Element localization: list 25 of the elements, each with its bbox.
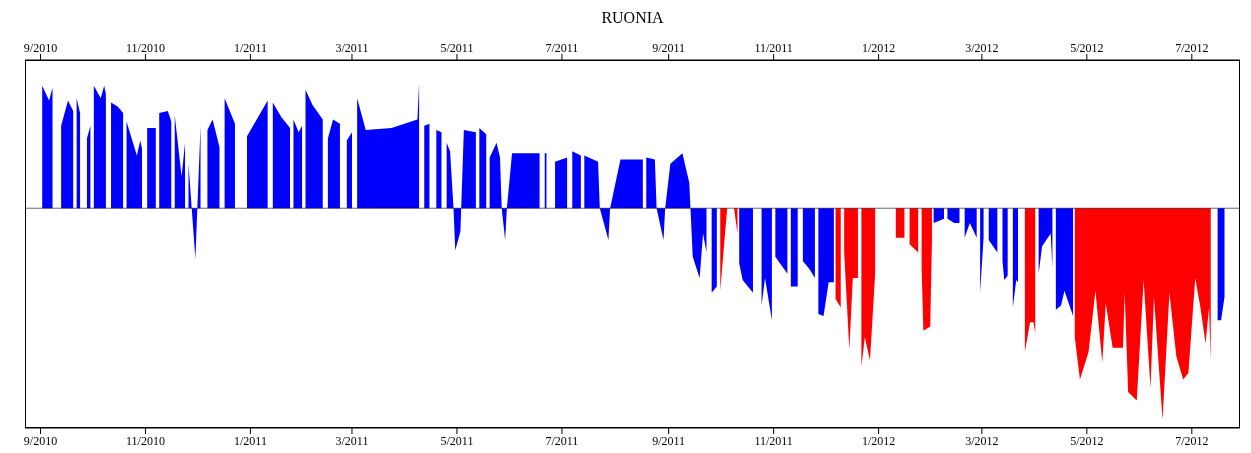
chart-title: RUONIA — [600, 8, 665, 28]
x-tick-label: 9/2010 — [23, 433, 58, 448]
x2-tick-label: 1/2012 — [861, 41, 896, 55]
x-tick-label: 7/2011 — [545, 433, 579, 448]
x-tick-label: 11/2011 — [754, 433, 793, 448]
x2-tick-label: 9/2011 — [652, 41, 686, 55]
x2-tick-label: 5/2012 — [1070, 41, 1104, 55]
x2-tick-label: 3/2011 — [335, 41, 369, 55]
x-tick-label: 9/2011 — [652, 433, 686, 448]
x-tick-label: 3/2012 — [965, 433, 999, 448]
x2-tick-label: 9/2010 — [23, 41, 58, 55]
x2-tick-label: 1/2011 — [234, 41, 267, 55]
x-tick-label: 1/2012 — [861, 433, 896, 448]
x-tick-label: 5/2012 — [1070, 433, 1104, 448]
x-tick-label: 5/2011 — [440, 433, 474, 448]
x2-tick-label: 7/2012 — [1175, 41, 1209, 55]
x2-tick-label: 5/2011 — [440, 41, 474, 55]
x2-tick-label: 11/2011 — [754, 41, 793, 55]
x-tick-label: 3/2011 — [335, 433, 369, 448]
x2-tick-label: 7/2011 — [545, 41, 579, 55]
x2-tick-label: 3/2012 — [965, 41, 999, 55]
x2-tick-label: 11/2010 — [126, 41, 165, 55]
x-tick-label: 7/2012 — [1175, 433, 1209, 448]
x-tick-label: 1/2011 — [234, 433, 267, 448]
x-tick-label: 11/2010 — [126, 433, 165, 448]
